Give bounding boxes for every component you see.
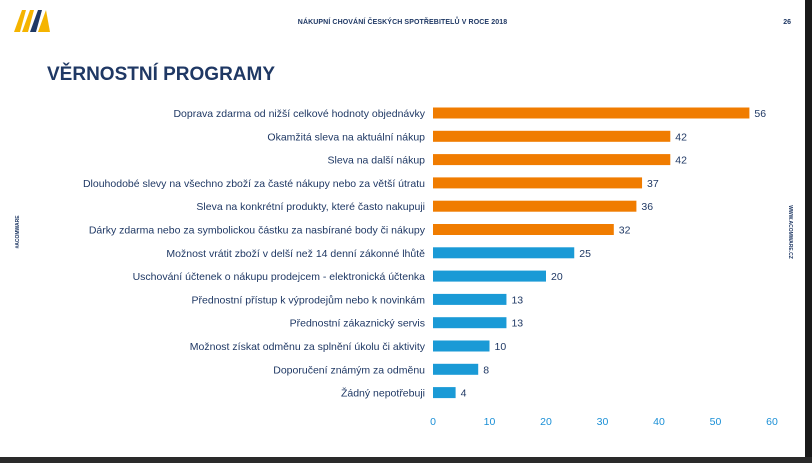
value-label: 13 xyxy=(511,294,523,306)
value-label: 32 xyxy=(619,225,631,237)
value-label: 8 xyxy=(483,364,489,376)
category-label: Žádný nepotřebuji xyxy=(341,387,425,400)
value-label: 42 xyxy=(675,155,687,167)
bar xyxy=(433,363,479,375)
x-tick-label: 40 xyxy=(653,416,665,428)
bar xyxy=(433,270,546,282)
bar xyxy=(433,177,643,189)
bar xyxy=(433,154,671,166)
slide-title: VĚRNOSTNÍ PROGRAMY xyxy=(47,64,276,85)
category-label: Dárky zdarma nebo za symbolickou částku … xyxy=(89,225,426,237)
category-label: Sleva na konkrétní produkty, které často… xyxy=(196,201,425,213)
value-label: 4 xyxy=(461,388,467,400)
bar xyxy=(433,200,637,212)
bar xyxy=(433,224,614,235)
category-label: Možnost získat odměnu za splnění úkolu č… xyxy=(190,341,426,353)
category-label: Sleva na další nákup xyxy=(328,155,426,167)
category-label: Přednostní přístup k výprodejům nebo k n… xyxy=(192,294,426,306)
bar xyxy=(433,387,456,399)
bar xyxy=(433,130,671,142)
x-tick-label: 20 xyxy=(540,416,552,428)
x-tick-label: 10 xyxy=(484,416,496,428)
x-tick-label: 0 xyxy=(430,416,436,428)
value-label: 25 xyxy=(579,248,591,260)
category-label: Doporučení známým za odměnu xyxy=(273,364,425,376)
category-label: Okamžitá sleva na aktuální nákup xyxy=(267,131,425,143)
value-label: 37 xyxy=(647,178,659,190)
value-label: 20 xyxy=(551,271,563,283)
acomware-logo-icon xyxy=(14,10,50,32)
value-label: 13 xyxy=(511,318,523,330)
bottom-strip xyxy=(0,457,812,463)
slide: NÁKUPNÍ CHOVÁNÍ ČESKÝCH SPOTŘEBITELŮ V R… xyxy=(0,0,805,457)
category-label: Přednostní zákaznický servis xyxy=(290,318,425,330)
category-label: Uschování účtenek o nákupu prodejcem - e… xyxy=(133,271,426,283)
category-label: Dlouhodobé slevy na všechno zboží za čas… xyxy=(83,178,425,190)
category-label: Doprava zdarma od nižší celkové hodnoty … xyxy=(173,108,425,120)
report-header-title: NÁKUPNÍ CHOVÁNÍ ČESKÝCH SPOTŘEBITELŮ V R… xyxy=(297,19,508,26)
value-label: 36 xyxy=(641,201,653,213)
value-label: 42 xyxy=(675,131,687,143)
bar xyxy=(433,293,507,305)
x-tick-label: 60 xyxy=(766,416,778,428)
x-tick-label: 30 xyxy=(597,416,609,428)
bar xyxy=(433,317,507,329)
bar xyxy=(433,107,750,119)
bar xyxy=(433,340,490,352)
category-label: Možnost vrátit zboží v delší než 14 denn… xyxy=(166,248,425,260)
value-label: 10 xyxy=(495,341,507,353)
bar-chart: Doprava zdarma od nižší celkové hodnoty … xyxy=(83,107,778,428)
x-tick-label: 50 xyxy=(710,416,722,428)
bar xyxy=(433,247,575,259)
value-label: 56 xyxy=(754,108,766,120)
page-number: 26 xyxy=(783,19,791,26)
